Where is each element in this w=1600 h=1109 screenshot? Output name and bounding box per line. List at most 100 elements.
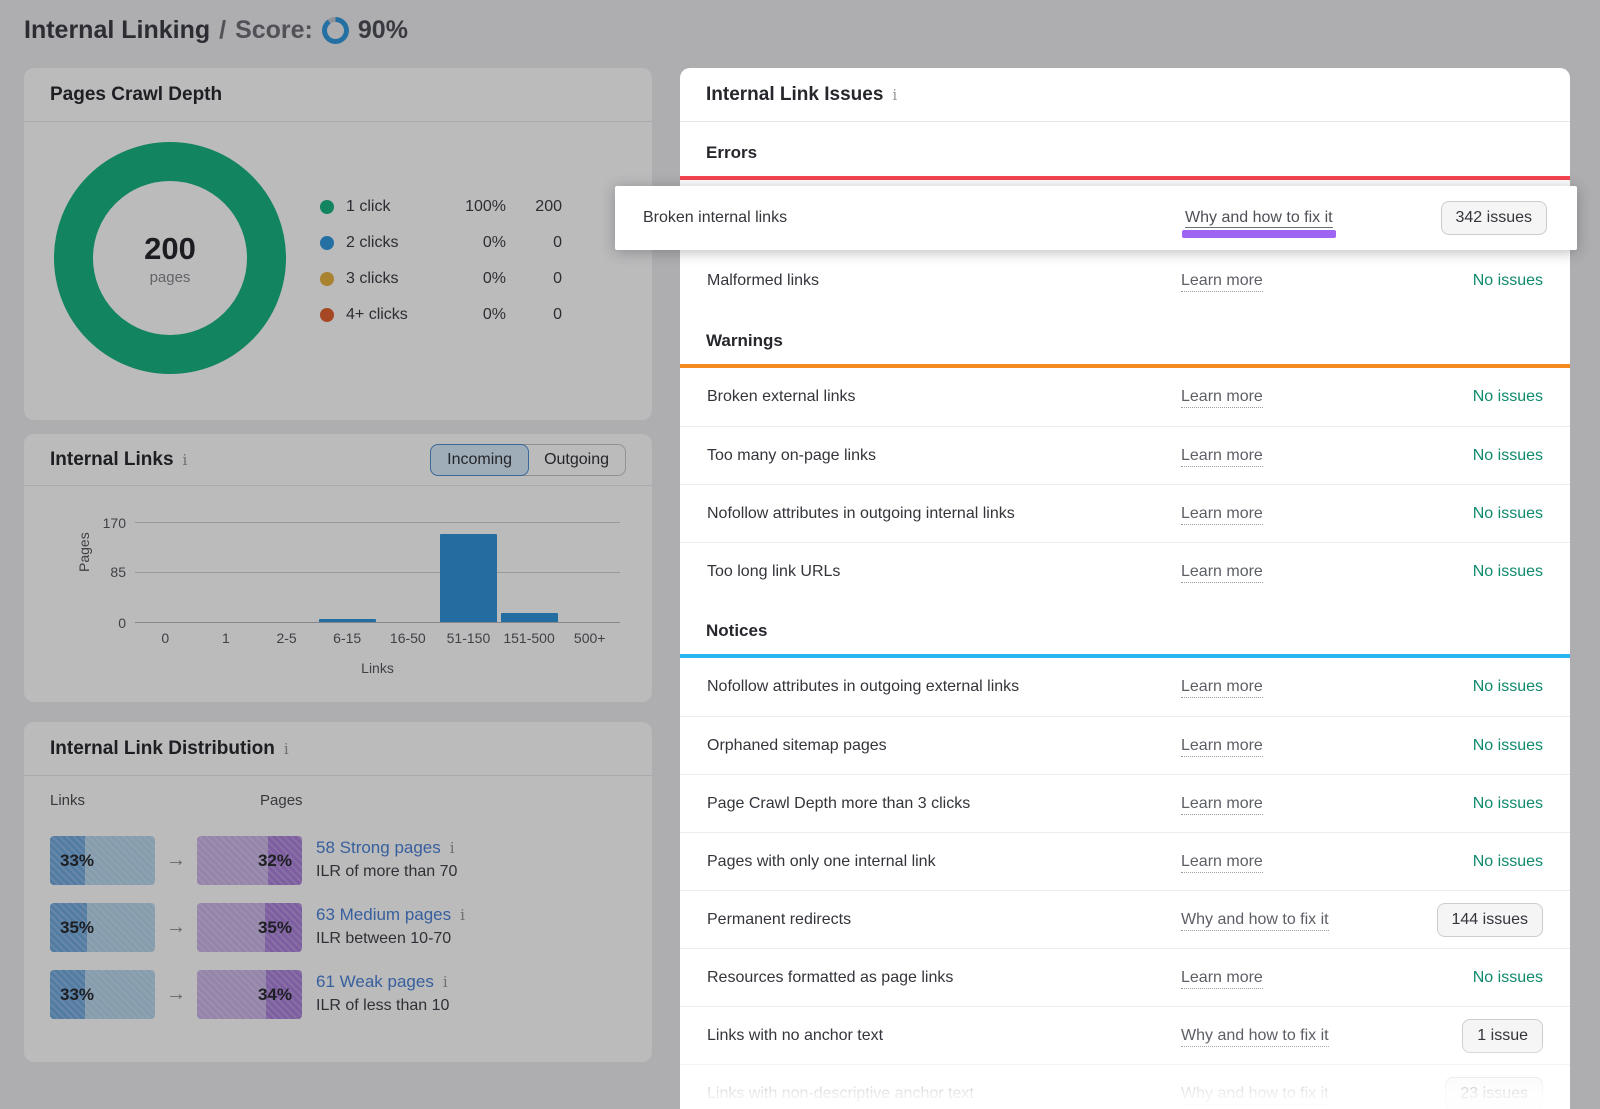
issue-help-link[interactable]: Learn more (1181, 968, 1263, 989)
bar-slot (559, 522, 620, 622)
x-axis-label: Links (361, 660, 394, 676)
issue-link-cell: Learn more (1181, 562, 1411, 583)
internal-links-card-header: Internal Links i Incoming Outgoing (24, 434, 652, 486)
issue-help-link[interactable]: Learn more (1181, 852, 1263, 873)
pages-group-link[interactable]: 63 Medium pages (316, 905, 452, 924)
highlighted-issue-row: Broken internal links Why and how to fix … (615, 186, 1577, 250)
pages-crawl-depth-card: Pages Crawl Depth 200 pages 1 click 100% 2… (24, 68, 652, 420)
bar-pattern (50, 903, 155, 952)
issue-count-button[interactable]: 144 issues (1436, 902, 1543, 937)
issue-help-link[interactable]: Learn more (1181, 446, 1263, 467)
issue-link-cell: Why and how to fix it (1182, 209, 1415, 238)
section-color-bar-warnings (680, 364, 1570, 368)
issue-status-cell: 342 issues (1415, 201, 1547, 235)
pages-percent-label: 35% (257, 917, 292, 937)
issue-row: Nofollow attributes in outgoing external… (680, 658, 1570, 716)
legend-percent: 0% (482, 234, 506, 251)
issue-count-button[interactable]: 1 issue (1462, 1018, 1543, 1053)
bar-pattern (197, 903, 302, 952)
no-issues-label: No issues (1472, 678, 1543, 695)
ilr-range-label: ILR of more than 70 (316, 863, 458, 880)
issue-help-link[interactable]: Learn more (1181, 388, 1263, 408)
issue-status-cell: No issues (1411, 678, 1543, 696)
issue-help-link[interactable]: Why and how to fix it (1181, 1084, 1329, 1105)
x-axis-line (135, 622, 620, 623)
links-percent-label: 35% (60, 917, 95, 937)
x-tick-label: 16-50 (389, 630, 426, 646)
crawl-depth-legend: 1 click 100% 200 2 clicks 0% 0 3 clicks 0% 0 4+ c… (320, 189, 562, 333)
crawl-depth-card-title: Pages Crawl Depth (50, 83, 223, 105)
issue-status-cell: No issues (1411, 447, 1543, 465)
internal-links-card: Internal Links i Incoming Outgoing 170 85… (24, 434, 652, 702)
pages-percent-bar: 35% (197, 903, 302, 952)
pages-group-link[interactable]: 58 Strong pages (316, 838, 441, 857)
no-issues-label: No issues (1472, 272, 1543, 289)
page-title-text: Internal Linking (24, 16, 211, 44)
issue-help-link[interactable]: Learn more (1181, 272, 1263, 292)
issue-count-button[interactable]: 342 issues (1440, 201, 1547, 235)
bar-6-15 (318, 619, 376, 622)
issue-help-link[interactable]: Learn more (1181, 794, 1263, 815)
issue-help-link[interactable]: Why and how to fix it (1182, 209, 1336, 238)
distribution-column-headers: Links Pages (50, 792, 626, 818)
issue-help-link[interactable]: Learn more (1181, 678, 1263, 698)
y-tick-0: 0 (118, 615, 126, 631)
x-tick-label: 1 (222, 630, 230, 646)
issue-title: Nofollow attributes in outgoing external… (707, 678, 1020, 695)
issue-count-button[interactable]: 23 issues (1445, 1076, 1543, 1109)
x-tick-label: 6-15 (333, 630, 362, 646)
info-icon[interactable]: i (283, 739, 289, 758)
issue-status-cell: No issues (1411, 795, 1543, 813)
arrow-icon: → (166, 849, 186, 871)
section-color-bar-errors (680, 176, 1570, 180)
bar-slot (135, 522, 196, 622)
legend-label: 1 click (346, 198, 391, 215)
section-rows-warnings: Broken external links Learn more No issues… (680, 368, 1570, 600)
issue-link-cell: Learn more (1181, 968, 1411, 989)
distribution-row-text: 63 Medium pages i ILR between 10-70 (316, 903, 465, 948)
issue-title: Resources formatted as page links (707, 968, 954, 986)
info-icon[interactable]: i (182, 450, 188, 469)
bar-pattern (50, 836, 155, 885)
legend-item: 1 click 100% 200 (320, 189, 562, 225)
toggle-outgoing[interactable]: Outgoing (528, 445, 625, 475)
y-tick-85: 85 (110, 564, 126, 580)
links-percent-label: 33% (60, 984, 95, 1004)
legend-count: 200 (535, 198, 562, 215)
donut-center-label: 200 pages (54, 142, 286, 374)
pages-group-link[interactable]: 61 Weak pages (316, 972, 434, 991)
issue-status-cell: 23 issues (1411, 1076, 1543, 1109)
issue-help-link[interactable]: Learn more (1181, 562, 1263, 583)
toggle-incoming[interactable]: Incoming (430, 443, 530, 476)
issue-status-cell: No issues (1411, 505, 1543, 523)
issues-card-header: Internal Link Issues i (680, 68, 1570, 122)
issue-row: Links with no anchor text Why and how to … (680, 1006, 1570, 1064)
internal-link-distribution-card: Internal Link Distribution i Links Pages … (24, 722, 652, 1062)
issue-title: Pages with only one internal link (707, 852, 936, 870)
issue-title: Broken external links (707, 388, 856, 405)
internal-links-card-title: Internal Links (50, 448, 174, 470)
info-icon[interactable]: i (442, 973, 448, 991)
issue-link-cell: Why and how to fix it (1181, 1084, 1411, 1105)
distribution-card-header: Internal Link Distribution i (24, 722, 652, 776)
issue-help-link[interactable]: Learn more (1181, 736, 1263, 757)
issue-title: Nofollow attributes in outgoing internal… (707, 504, 1015, 522)
issue-link-cell: Learn more (1181, 272, 1411, 292)
issue-status-cell: No issues (1411, 969, 1543, 987)
issue-help-link[interactable]: Why and how to fix it (1181, 1026, 1329, 1047)
issue-row: Malformed links Learn more No issues (680, 252, 1570, 310)
issue-help-link[interactable]: Learn more (1181, 504, 1263, 525)
issue-link-cell: Learn more (1181, 446, 1411, 467)
issue-help-link[interactable]: Why and how to fix it (1181, 910, 1329, 931)
section-color-bar-notices (680, 654, 1570, 658)
issue-title: Orphaned sitemap pages (707, 736, 887, 754)
donut-unit-label: pages (149, 268, 191, 286)
info-icon[interactable]: i (449, 839, 455, 857)
issue-row: Page Crawl Depth more than 3 clicks Learn… (680, 774, 1570, 832)
no-issues-label: No issues (1472, 794, 1543, 812)
info-icon[interactable]: i (460, 906, 465, 924)
pages-percent-bar: 34% (197, 970, 302, 1019)
gridline-85 (135, 572, 620, 573)
legend-percent: 100% (465, 198, 506, 215)
info-icon[interactable]: i (892, 85, 898, 104)
